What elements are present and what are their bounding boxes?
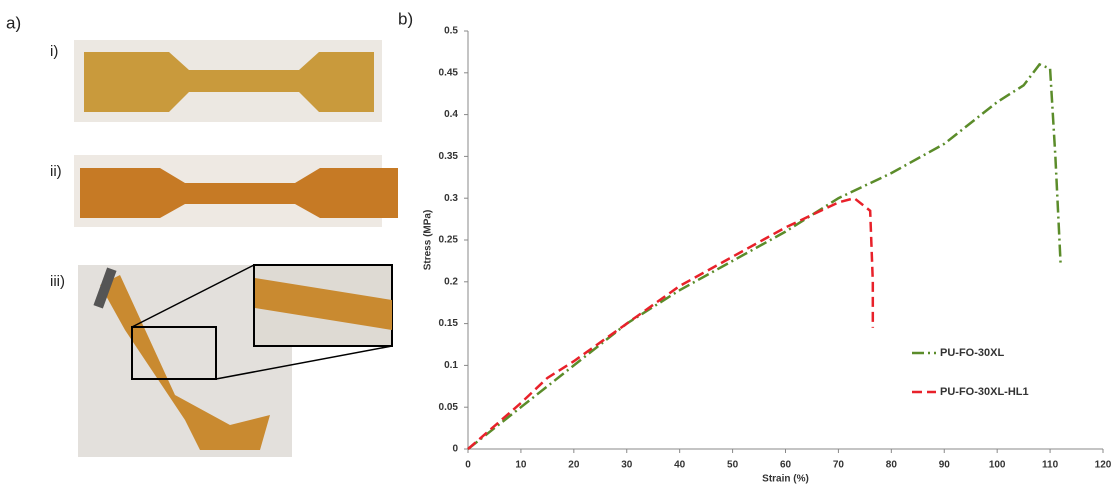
series-line bbox=[467, 62, 1062, 450]
x-tick-label: 90 bbox=[939, 460, 951, 471]
y-tick-label: 0.4 bbox=[444, 109, 458, 120]
y-axis-label: Stress (MPa) bbox=[423, 210, 434, 271]
y-tick-label: 0 bbox=[452, 444, 458, 455]
photo-iii bbox=[78, 264, 393, 457]
panel-label: a) bbox=[6, 13, 21, 32]
legend-label: PU-FO-30XL bbox=[940, 347, 1004, 359]
legend-label: PU-FO-30XL-HL1 bbox=[940, 386, 1029, 398]
x-tick-label: 80 bbox=[886, 460, 898, 471]
x-tick-label: 70 bbox=[833, 460, 845, 471]
y-tick-label: 0.35 bbox=[439, 151, 459, 162]
y-tick-label: 0.1 bbox=[444, 360, 458, 371]
sublabel: iii) bbox=[50, 273, 65, 290]
x-tick-label: 50 bbox=[727, 460, 739, 471]
photo-ii bbox=[74, 155, 398, 227]
y-tick-label: 0.5 bbox=[444, 26, 458, 37]
chart: 0 0.05 0.1 0.15 0.2 0.25 0.3 0.35 0.4 0.45 0.5 0 10 2… bbox=[423, 26, 1112, 485]
x-tick-label: 0 bbox=[465, 460, 471, 471]
series-line bbox=[467, 196, 875, 450]
x-tick-label: 10 bbox=[515, 460, 527, 471]
y-tick-label: 0.45 bbox=[439, 67, 459, 78]
x-tick-label: 60 bbox=[780, 460, 792, 471]
y-tick-label: 0.05 bbox=[439, 402, 459, 413]
x-tick-label: 110 bbox=[1042, 460, 1059, 471]
x-tick-label: 40 bbox=[674, 460, 686, 471]
y-tick-label: 0.2 bbox=[444, 276, 458, 287]
y-tick-label: 0.25 bbox=[439, 235, 459, 246]
y-tick-label: 0.3 bbox=[444, 193, 458, 204]
x-tick-label: 30 bbox=[621, 460, 633, 471]
x-axis-label: Strain (%) bbox=[762, 474, 809, 485]
x-tick-label: 20 bbox=[568, 460, 580, 471]
panel-label: b) bbox=[398, 9, 413, 28]
x-tick-label: 100 bbox=[989, 460, 1006, 471]
y-tick-label: 0.15 bbox=[439, 318, 459, 329]
sublabel: i) bbox=[50, 43, 58, 60]
photo-i bbox=[74, 40, 382, 122]
sublabel: ii) bbox=[50, 163, 62, 180]
x-tick-label: 120 bbox=[1095, 460, 1112, 471]
